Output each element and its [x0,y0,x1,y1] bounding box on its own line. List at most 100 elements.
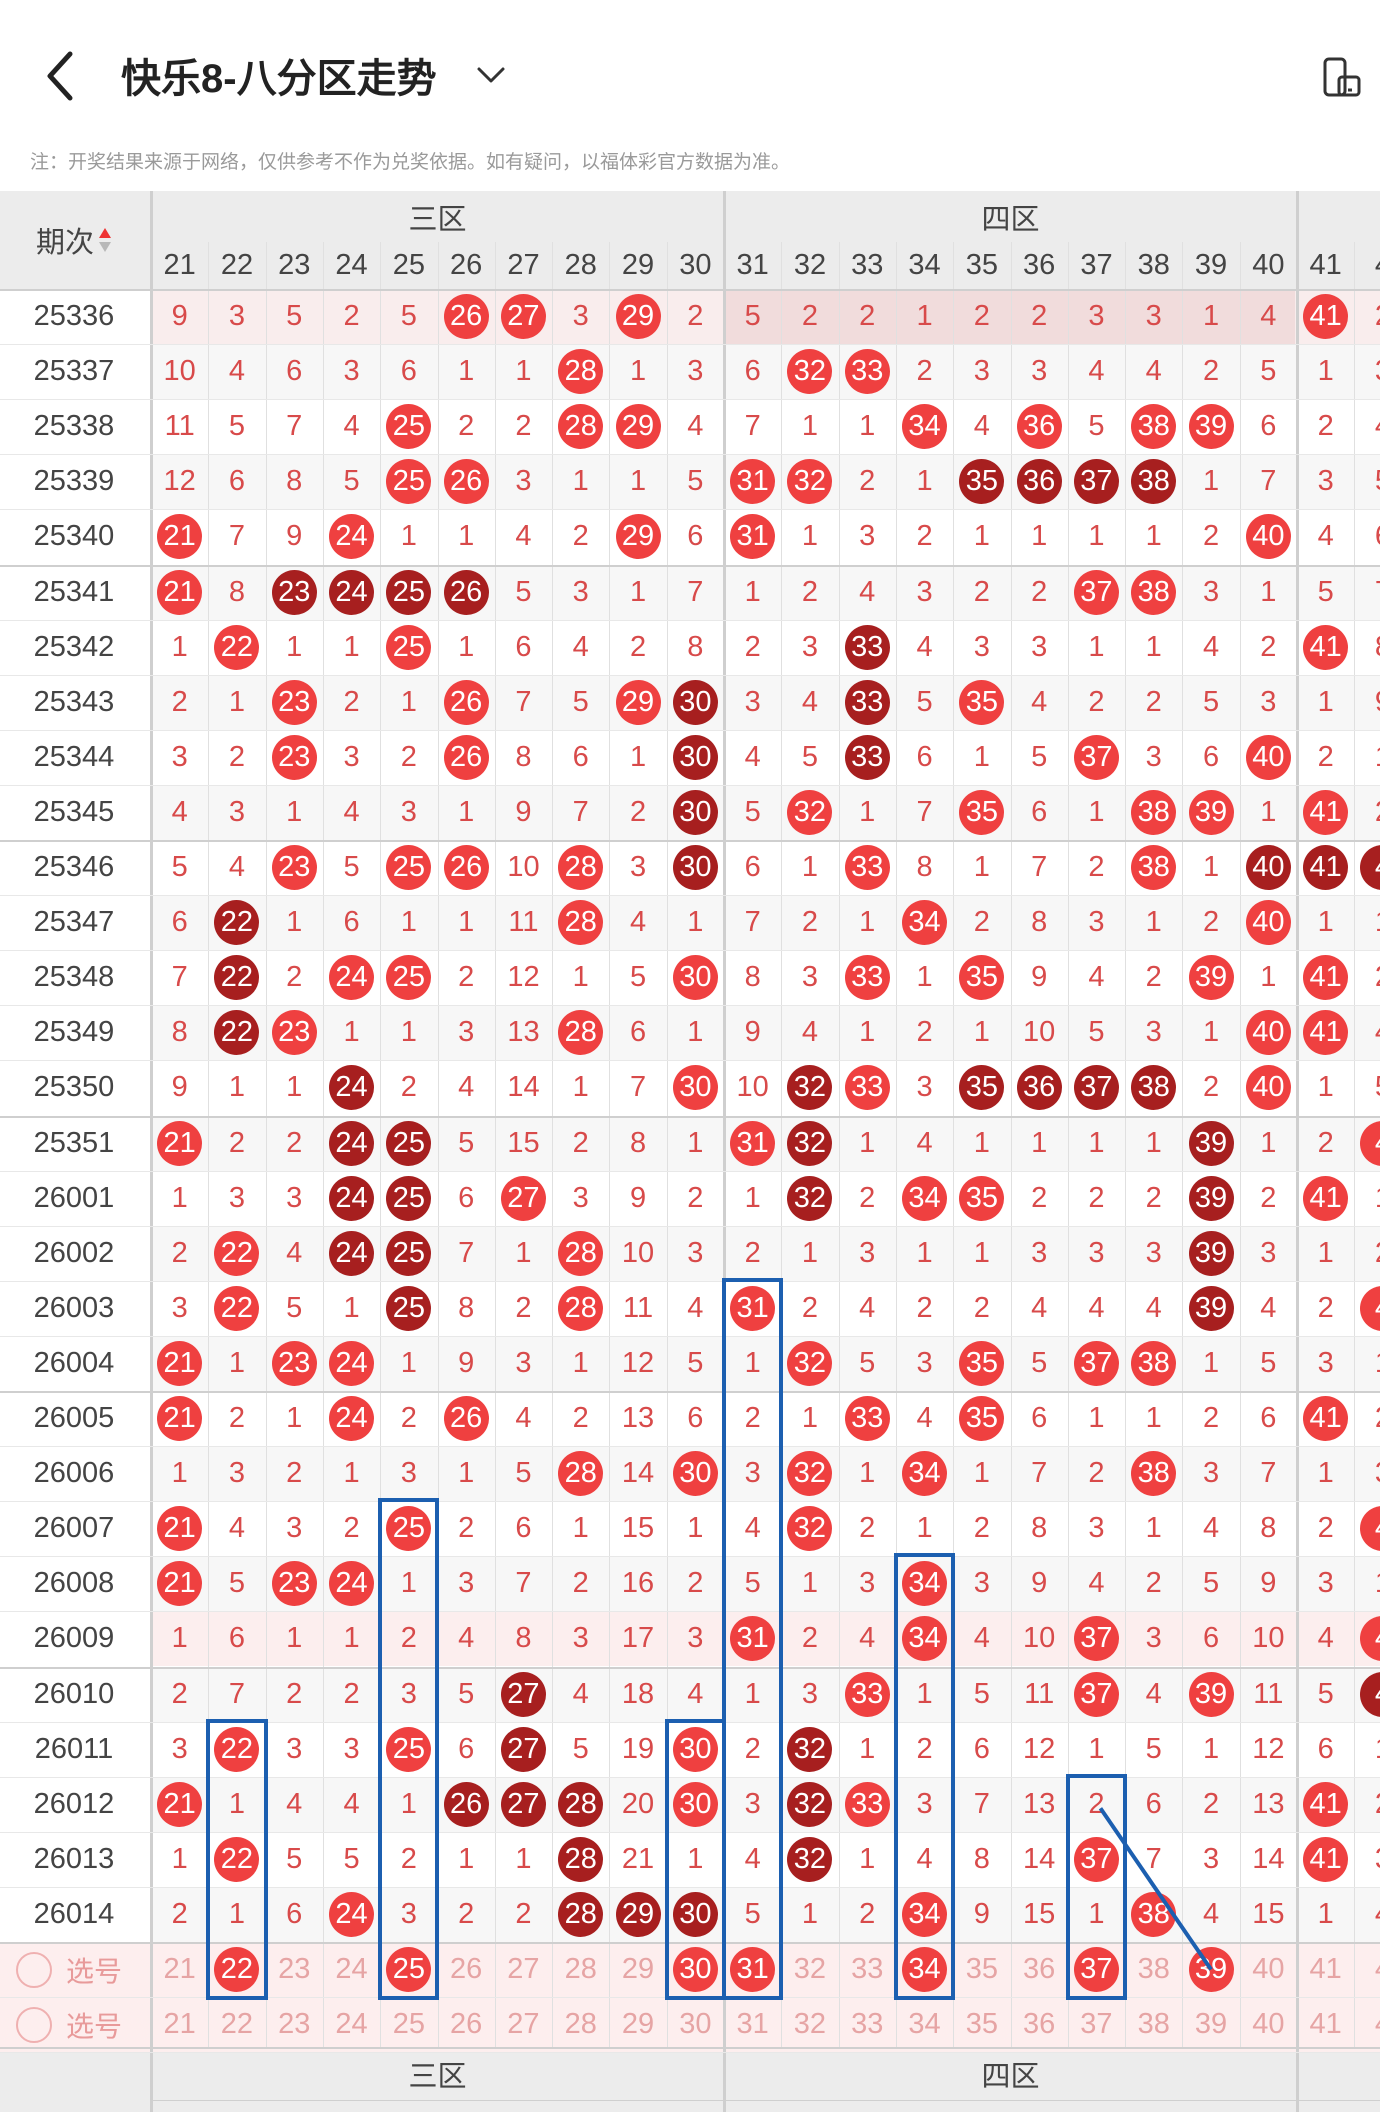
selected-number-ball[interactable]: 30 [667,1942,724,1997]
column-divider [895,242,897,2047]
missing-count: 2 [515,1291,532,1324]
selected-number-ball[interactable]: 25 [380,1942,437,1997]
selectable-number[interactable]: 28 [552,1997,609,2052]
selectable-number[interactable]: 38 [1125,1942,1182,1997]
selectable-number[interactable]: 31 [724,1997,781,2052]
selectable-number[interactable]: 27 [495,1997,552,2052]
selectable-number[interactable]: 41 [1297,1942,1354,1997]
number-header: 31 [736,249,769,281]
selectable-number[interactable]: 24 [323,1942,380,1997]
select-row-label[interactable]: 选号 [16,1942,122,1997]
missing-count: 1 [1317,1236,1334,1269]
selectable-number[interactable]: 21 [151,1942,208,1997]
ball-value: 21 [157,1506,203,1552]
selectable-number[interactable]: 23 [266,1942,323,1997]
selected-number-ball[interactable]: 39 [1182,1942,1239,1997]
period-header[interactable]: 期次 [0,191,148,289]
missing-count: 4 [916,1126,933,1159]
chevron-left-icon[interactable] [40,48,80,104]
missing-count: 4 [1354,1887,1380,1942]
missing-count: 5 [171,851,188,884]
consecutive-number-ball: 25 [380,1116,437,1171]
ball-value: 35 [959,955,1005,1001]
missing-count: 3 [286,1732,303,1765]
selectable-number[interactable]: 28 [552,1942,609,1997]
ball-value: 39 [1188,1285,1234,1331]
missing-count: 1 [973,1236,990,1269]
selectable-number[interactable]: 4 [1354,1997,1380,2052]
selectable-number[interactable]: 26 [438,1942,495,1997]
radio-circle-icon[interactable] [16,2006,52,2043]
selectable-number[interactable]: 21 [151,1997,208,2052]
selected-number-ball[interactable]: 31 [724,1942,781,1997]
selectable-number[interactable]: 33 [839,1997,896,2052]
selectable-number[interactable]: 26 [438,1997,495,2052]
missing-count: 1 [400,1346,417,1379]
selectable-number[interactable]: 38 [1125,1997,1182,2052]
selectable-number[interactable]: 34 [896,1997,953,2052]
missing-count: 9 [515,795,532,828]
missing-count: 1 [801,1897,819,1930]
selectable-number[interactable]: 36 [1011,1997,1068,2052]
sort-arrows-icon[interactable] [98,226,112,254]
screen-rotate-icon[interactable] [1322,56,1362,98]
missing-count: 8 [1260,1512,1277,1545]
select-row-label[interactable]: 选号 [16,1997,122,2052]
selectable-number[interactable]: 36 [1011,1942,1068,1997]
selectable-number[interactable]: 25 [380,1997,437,2052]
selectable-number[interactable]: 32 [781,1942,838,1997]
selectable-number[interactable]: 37 [1068,1997,1125,2052]
selected-number-ball[interactable]: 34 [896,1942,953,1997]
selectable-number[interactable]: 29 [609,1942,666,1997]
missing-count: 1 [286,1402,303,1435]
selectable-number[interactable]: 23 [266,1997,323,2052]
ball-value: 4 [1360,1616,1380,1662]
consecutive-number-ball: 33 [839,675,896,730]
missing-count: 3 [400,1897,417,1930]
missing-count: 1 [1260,961,1277,994]
selectable-number[interactable]: 22 [208,1997,265,2052]
selectable-number[interactable]: 41 [1297,1997,1354,2052]
missing-count: 5 [515,1457,532,1490]
selectable-number[interactable]: 27 [495,1942,552,1997]
missing-count: 7 [1354,565,1380,620]
selectable-number[interactable]: 40 [1240,1997,1297,2052]
missing-count: 1 [1354,895,1380,950]
ball-value: 27 [500,1175,546,1221]
missing-count: 5 [515,575,532,608]
drawn-number-ball: 32 [781,454,838,509]
missing-count: 1 [400,1016,417,1049]
missing-count: 7 [973,1787,990,1820]
drawn-number-ball: 34 [896,895,953,950]
missing-count: 6 [1260,410,1277,443]
ball-value: 40 [1245,1065,1291,1111]
chevron-down-icon[interactable] [474,58,508,92]
missing-count: 1 [687,1126,704,1159]
missing-count: 3 [228,1181,246,1214]
missing-count: 7 [1260,465,1277,498]
selected-number-ball[interactable]: 22 [208,1942,265,1997]
selectable-number[interactable]: 4 [1354,1942,1380,1997]
selectable-number[interactable]: 39 [1182,1997,1239,2052]
missing-count: 2 [171,1897,188,1930]
missing-count: 1 [859,410,876,443]
radio-circle-icon[interactable] [16,1951,52,1988]
page-title[interactable]: 快乐8-八分区走势 [121,57,437,101]
selectable-number[interactable]: 24 [323,1997,380,2052]
selectable-number[interactable]: 35 [953,1942,1010,1997]
missing-count: 6 [1260,1402,1277,1435]
selectable-number[interactable]: 33 [839,1942,896,1997]
missing-count: 2 [458,410,475,443]
selectable-number[interactable]: 40 [1240,1942,1297,1997]
selectable-number[interactable]: 30 [667,1997,724,2052]
ball-value: 23 [271,679,317,725]
missing-count: 3 [343,740,360,773]
selectable-number[interactable]: 35 [953,1997,1010,2052]
missing-count: 3 [744,1457,761,1490]
missing-count: 6 [228,1622,246,1655]
missing-count: 4 [687,1677,704,1710]
missing-count: 3 [572,1181,589,1214]
ball-value: 32 [787,459,833,505]
selectable-number[interactable]: 32 [781,1997,838,2052]
selectable-number[interactable]: 29 [609,1997,666,2052]
